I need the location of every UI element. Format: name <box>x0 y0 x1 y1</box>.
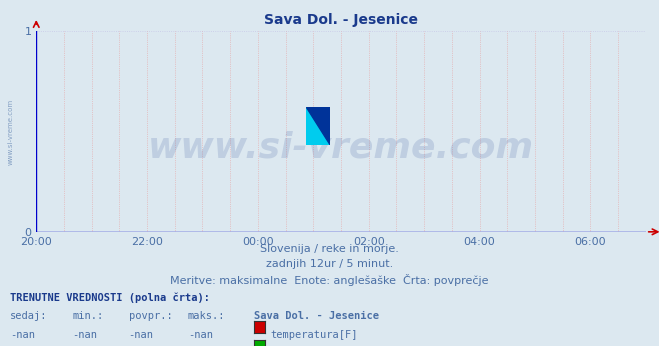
Text: www.si-vreme.com: www.si-vreme.com <box>148 130 534 165</box>
Text: Meritve: maksimalne  Enote: anglešaške  Črta: povprečje: Meritve: maksimalne Enote: anglešaške Čr… <box>170 274 489 286</box>
Text: TRENUTNE VREDNOSTI (polna črta):: TRENUTNE VREDNOSTI (polna črta): <box>10 292 210 303</box>
Text: -nan: -nan <box>188 330 213 340</box>
Text: Sava Dol. - Jesenice: Sava Dol. - Jesenice <box>254 311 379 321</box>
Text: zadnjih 12ur / 5 minut.: zadnjih 12ur / 5 minut. <box>266 259 393 269</box>
Text: Slovenija / reke in morje.: Slovenija / reke in morje. <box>260 244 399 254</box>
Polygon shape <box>306 107 330 145</box>
Text: -nan: -nan <box>10 330 35 340</box>
Text: povpr.:: povpr.: <box>129 311 172 321</box>
Text: min.:: min.: <box>72 311 103 321</box>
Text: temperatura[F]: temperatura[F] <box>270 330 358 340</box>
Text: -nan: -nan <box>72 330 98 340</box>
Polygon shape <box>306 107 330 145</box>
Text: maks.:: maks.: <box>188 311 225 321</box>
Text: sedaj:: sedaj: <box>10 311 47 321</box>
Title: Sava Dol. - Jesenice: Sava Dol. - Jesenice <box>264 13 418 27</box>
Text: www.si-vreme.com: www.si-vreme.com <box>8 98 14 165</box>
Polygon shape <box>306 107 330 145</box>
Text: -nan: -nan <box>129 330 154 340</box>
